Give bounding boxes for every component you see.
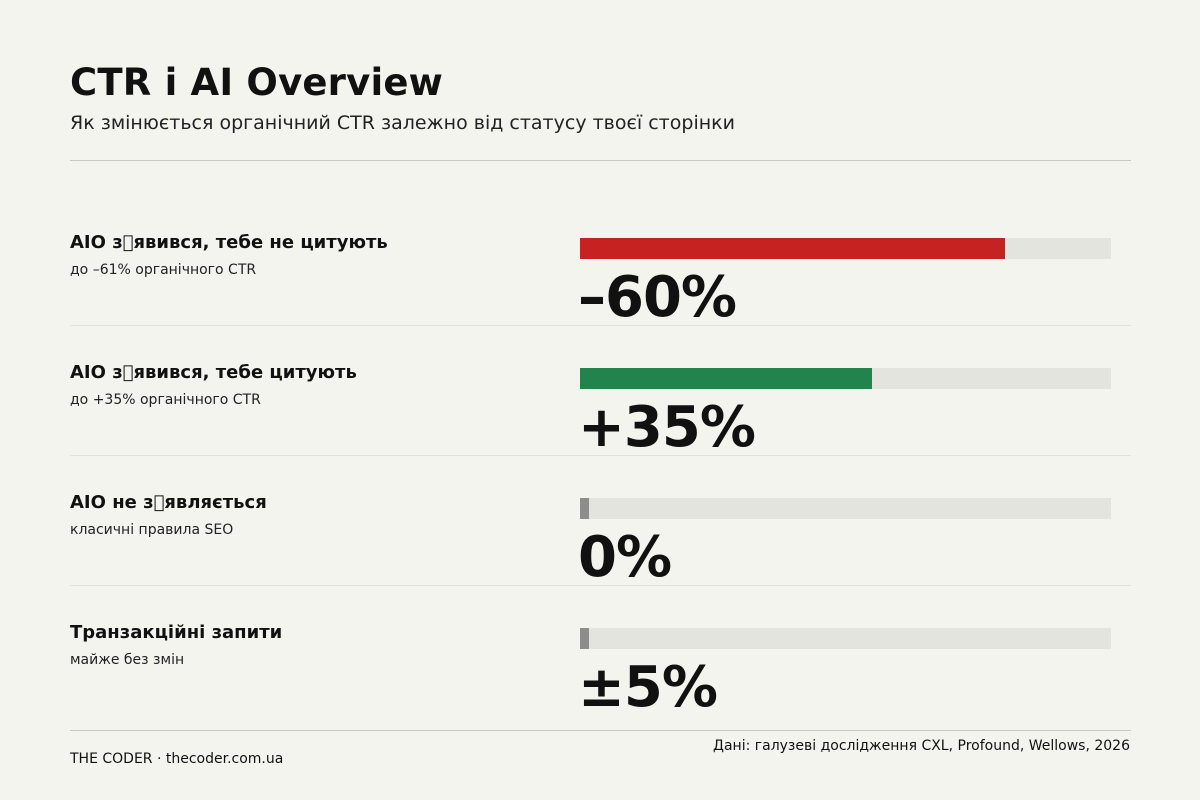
category-note: до +35% органічного CTR xyxy=(70,392,261,408)
category-label: AIO з явився, тебе не цитують xyxy=(70,232,388,253)
bar-fill xyxy=(580,498,589,519)
category-label: Транзакційні запити xyxy=(70,622,283,643)
footer-source: Дані: галузеві дослідження CXL, Profound… xyxy=(713,738,1130,754)
category-note: до –61% органічного CTR xyxy=(70,262,257,278)
footer-brand: THE CODER · thecoder.com.ua xyxy=(70,751,284,767)
bar-track xyxy=(580,368,1111,389)
chart-subtitle: Як змінюється органічний CTR залежно від… xyxy=(70,112,735,134)
bar-row: AIO з явився, тебе цитують до +35% органі… xyxy=(70,361,1131,491)
bar-value-label: ±5% xyxy=(578,655,718,720)
bar-value-label: 0% xyxy=(578,525,672,590)
bar-track xyxy=(580,498,1111,519)
bar-track xyxy=(580,628,1111,649)
category-note: класичні правила SEO xyxy=(70,522,234,538)
footer-divider xyxy=(70,730,1131,731)
bar-fill xyxy=(580,238,1005,259)
chart-title: CTR і AI Overview xyxy=(70,61,444,104)
row-divider xyxy=(70,325,1131,326)
bar-track xyxy=(580,238,1111,259)
row-divider xyxy=(70,585,1131,586)
bar-row: Транзакційні запити майже без змін ±5% xyxy=(70,621,1131,751)
bar-fill xyxy=(580,628,589,649)
bar-value-label: +35% xyxy=(578,395,756,460)
bar-row: AIO не з являється класичні правила SEO 0% xyxy=(70,491,1131,621)
bar-row: AIO з явився, тебе не цитують до –61% орг… xyxy=(70,231,1131,361)
category-note: майже без змін xyxy=(70,652,185,668)
category-label: AIO не з являється xyxy=(70,492,267,513)
bar-fill xyxy=(580,368,872,389)
category-label: AIO з явився, тебе цитують xyxy=(70,362,357,383)
bar-value-label: –60% xyxy=(578,265,737,330)
header-divider xyxy=(70,160,1131,161)
row-divider xyxy=(70,455,1131,456)
